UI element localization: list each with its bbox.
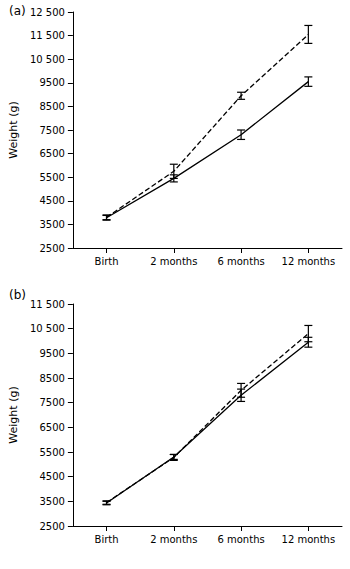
svg-text:3500: 3500: [39, 219, 64, 230]
svg-text:7500: 7500: [39, 125, 64, 136]
svg-text:6500: 6500: [39, 148, 64, 159]
svg-text:2 months: 2 months: [150, 256, 197, 267]
svg-text:10 500: 10 500: [30, 323, 65, 334]
svg-text:4500: 4500: [39, 471, 64, 482]
svg-text:11 500: 11 500: [30, 30, 65, 41]
svg-text:8500: 8500: [39, 101, 64, 112]
svg-text:12 months: 12 months: [282, 256, 336, 267]
svg-text:(b): (b): [9, 288, 26, 302]
svg-text:10 500: 10 500: [30, 54, 65, 65]
svg-text:8500: 8500: [39, 373, 64, 384]
svg-text:Weight (g): Weight (g): [7, 386, 20, 443]
svg-text:6 months: 6 months: [217, 534, 264, 545]
svg-text:2500: 2500: [39, 521, 64, 532]
svg-text:12 500: 12 500: [30, 7, 65, 18]
svg-text:6500: 6500: [39, 422, 64, 433]
svg-text:12 months: 12 months: [282, 534, 336, 545]
svg-text:9500: 9500: [39, 77, 64, 88]
svg-text:Birth: Birth: [95, 256, 119, 267]
svg-text:2500: 2500: [39, 243, 64, 254]
svg-text:11 500: 11 500: [30, 299, 65, 310]
svg-text:3500: 3500: [39, 496, 64, 507]
svg-text:2 months: 2 months: [150, 534, 197, 545]
svg-text:6 months: 6 months: [217, 256, 264, 267]
svg-text:4500: 4500: [39, 195, 64, 206]
svg-text:5500: 5500: [39, 172, 64, 183]
svg-text:Birth: Birth: [95, 534, 119, 545]
svg-text:5500: 5500: [39, 447, 64, 458]
svg-text:7500: 7500: [39, 397, 64, 408]
svg-text:9500: 9500: [39, 348, 64, 359]
svg-text:(a): (a): [9, 4, 26, 18]
svg-text:Weight (g): Weight (g): [7, 101, 20, 158]
